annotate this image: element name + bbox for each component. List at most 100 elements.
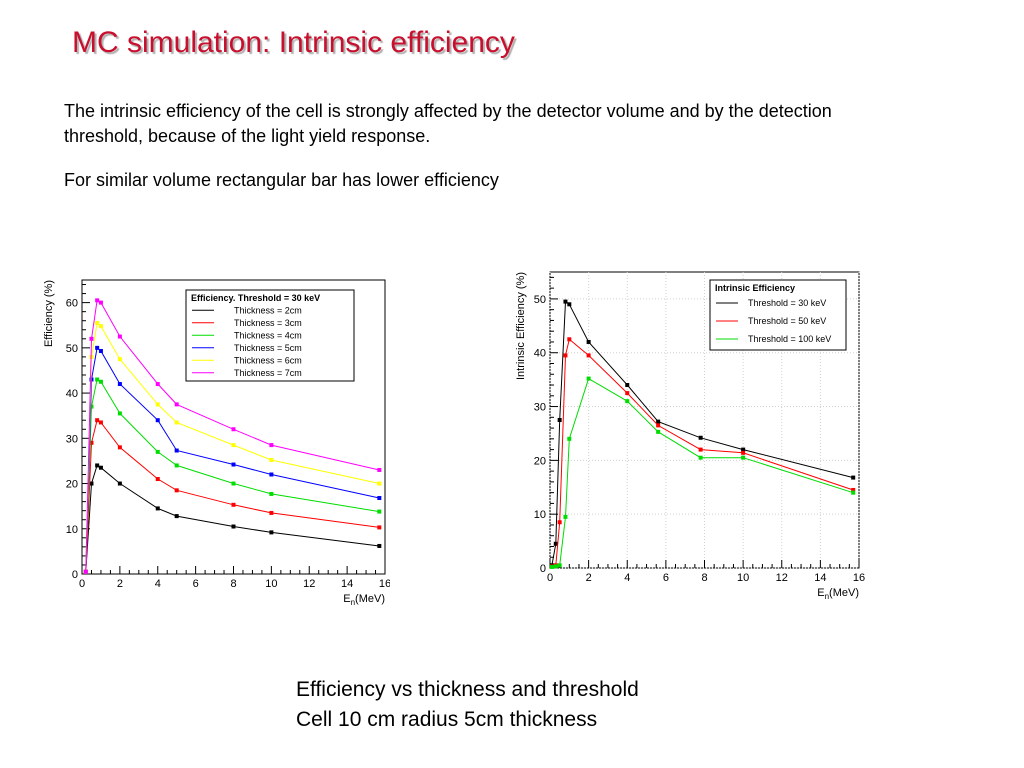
data-point xyxy=(117,334,122,339)
data-point xyxy=(377,509,382,514)
data-point xyxy=(625,391,630,396)
series-3 xyxy=(83,377,382,574)
legend-entry: Threshold = 30 keV xyxy=(748,298,826,308)
data-point xyxy=(117,382,122,387)
y-tick-label: 60 xyxy=(66,298,78,310)
x-tick-label: 14 xyxy=(814,572,826,584)
legend-entry: Thickness = 3cm xyxy=(234,318,302,328)
data-point xyxy=(698,447,703,452)
data-point xyxy=(377,481,382,486)
legend-entry: Thickness = 4cm xyxy=(234,330,302,340)
series-2 xyxy=(83,418,382,574)
data-point xyxy=(586,376,591,381)
description-paragraph: The intrinsic efficiency of the cell is … xyxy=(64,101,832,146)
data-point xyxy=(553,564,558,569)
data-point xyxy=(117,411,122,416)
data-point xyxy=(98,420,103,425)
y-tick-label: 10 xyxy=(534,509,546,521)
data-point xyxy=(155,506,160,511)
data-point xyxy=(98,379,103,384)
data-point xyxy=(563,353,568,358)
data-point xyxy=(89,336,94,341)
data-point xyxy=(89,481,94,486)
x-tick-label: 2 xyxy=(586,572,592,584)
x-tick-label: 6 xyxy=(663,572,669,584)
x-tick-label: 2 xyxy=(117,578,123,590)
y-tick-label: 0 xyxy=(540,563,546,575)
data-point xyxy=(851,475,856,480)
data-point xyxy=(231,443,236,448)
threshold-efficiency-chart: 0 2 4 6 8 10 12 14 16 0 10 20 30 40 50 En(MeV) Intrinsic… xyxy=(515,271,865,601)
data-point xyxy=(377,467,382,472)
legend-title: Efficiency. Threshold = 30 keV xyxy=(191,293,320,303)
data-point xyxy=(557,520,562,525)
data-point xyxy=(377,525,382,530)
y-tick-label: 20 xyxy=(66,479,78,491)
caption-line-1: Efficiency vs thickness and threshold xyxy=(296,678,639,701)
data-point xyxy=(155,402,160,407)
data-point xyxy=(155,477,160,482)
data-point xyxy=(95,298,100,303)
x-tick-label: 10 xyxy=(265,578,277,590)
data-point xyxy=(117,481,122,486)
series-6 xyxy=(83,298,382,574)
x-tick-label: 12 xyxy=(776,572,788,584)
y-tick-label: 50 xyxy=(66,343,78,355)
legend-entry: Threshold = 50 keV xyxy=(748,316,826,326)
data-point xyxy=(231,481,236,486)
data-point xyxy=(95,345,100,350)
data-point xyxy=(117,357,122,362)
data-point xyxy=(95,418,100,423)
data-point xyxy=(89,440,94,445)
x-tick-label: 4 xyxy=(155,578,161,590)
x-tick-label: 6 xyxy=(193,578,199,590)
x-tick-label: 8 xyxy=(701,572,707,584)
data-point xyxy=(155,418,160,423)
data-point xyxy=(95,377,100,382)
x-tick-label: 16 xyxy=(379,578,390,590)
data-point xyxy=(231,462,236,467)
x-tick-label: 12 xyxy=(303,578,315,590)
x-tick-label: 16 xyxy=(853,572,865,584)
data-point xyxy=(269,443,274,448)
data-point xyxy=(89,377,94,382)
data-point xyxy=(174,514,179,519)
data-point xyxy=(741,455,746,460)
series-line xyxy=(85,378,380,572)
y-tick-label: 30 xyxy=(534,402,546,414)
data-point xyxy=(231,502,236,507)
legend-entry: Thickness = 2cm xyxy=(234,305,302,315)
data-point xyxy=(83,569,88,574)
data-point xyxy=(98,300,103,305)
data-point xyxy=(174,448,179,453)
x-tick-label: 0 xyxy=(79,578,85,590)
data-point xyxy=(269,491,274,496)
comparison-note: For similar volume rectangular bar has l… xyxy=(64,170,499,190)
data-point xyxy=(741,450,746,455)
legend: Intrinsic Efficiency Threshold = 30 keV Th… xyxy=(709,279,847,351)
y-tick-label: 0 xyxy=(72,569,78,581)
series-1 xyxy=(549,299,856,568)
data-point xyxy=(567,302,572,307)
data-point xyxy=(231,427,236,432)
y-tick-label: 10 xyxy=(66,524,78,536)
legend-entry: Thickness = 5cm xyxy=(234,343,302,353)
data-point xyxy=(98,349,103,354)
data-point xyxy=(741,447,746,452)
data-point xyxy=(567,436,572,441)
y-axis-label: Efficiency (%) xyxy=(43,280,55,347)
data-point xyxy=(89,404,94,409)
y-tick-label: 50 xyxy=(534,294,546,306)
legend: Efficiency. Threshold = 30 keV Thickness … xyxy=(185,289,355,382)
series-line xyxy=(85,346,380,572)
x-tick-label: 10 xyxy=(737,572,749,584)
series-line xyxy=(85,322,380,572)
series-3 xyxy=(549,376,856,569)
x-tick-label: 8 xyxy=(230,578,236,590)
legend-entry: Threshold = 100 keV xyxy=(748,334,831,344)
data-point xyxy=(851,487,856,492)
data-point xyxy=(553,541,558,546)
data-point xyxy=(269,510,274,515)
legend-title: Intrinsic Efficiency xyxy=(715,283,795,293)
series-4 xyxy=(83,345,382,574)
